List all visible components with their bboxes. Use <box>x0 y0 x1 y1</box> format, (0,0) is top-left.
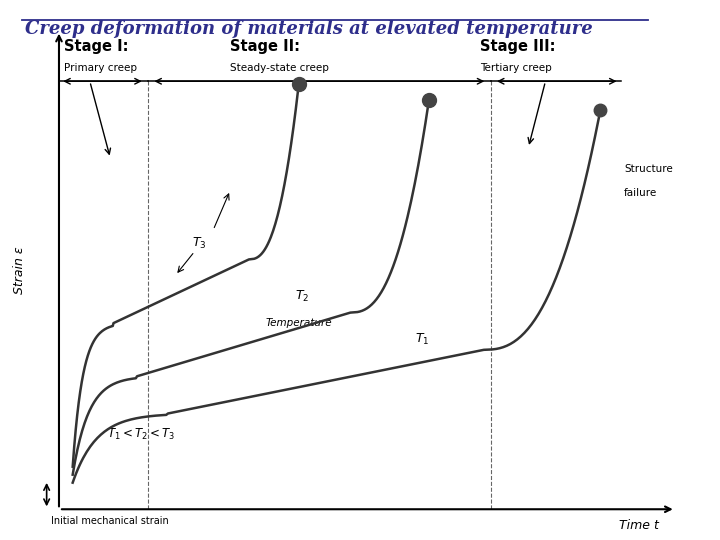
Text: Temperature: Temperature <box>266 318 332 328</box>
Text: $T_1 < T_2 < T_3$: $T_1 < T_2 < T_3$ <box>107 427 175 442</box>
Text: Strain ε: Strain ε <box>13 246 26 294</box>
Text: Stage I:: Stage I: <box>65 39 129 53</box>
Text: Primary creep: Primary creep <box>65 63 138 73</box>
Text: $T_1$: $T_1$ <box>415 332 429 347</box>
Text: Creep deformation of materials at elevated temperature: Creep deformation of materials at elevat… <box>24 20 593 38</box>
Text: Stage II:: Stage II: <box>230 39 300 53</box>
Text: Structure: Structure <box>624 164 673 174</box>
Text: Stage III:: Stage III: <box>480 39 556 53</box>
Text: Tertiary creep: Tertiary creep <box>480 63 552 73</box>
Text: Steady-state creep: Steady-state creep <box>230 63 329 73</box>
Text: Time t: Time t <box>618 519 659 532</box>
Text: Initial mechanical strain: Initial mechanical strain <box>50 516 168 525</box>
Text: $T_2$: $T_2$ <box>295 289 310 304</box>
Text: failure: failure <box>624 188 657 198</box>
Text: $T_3$: $T_3$ <box>192 236 207 251</box>
